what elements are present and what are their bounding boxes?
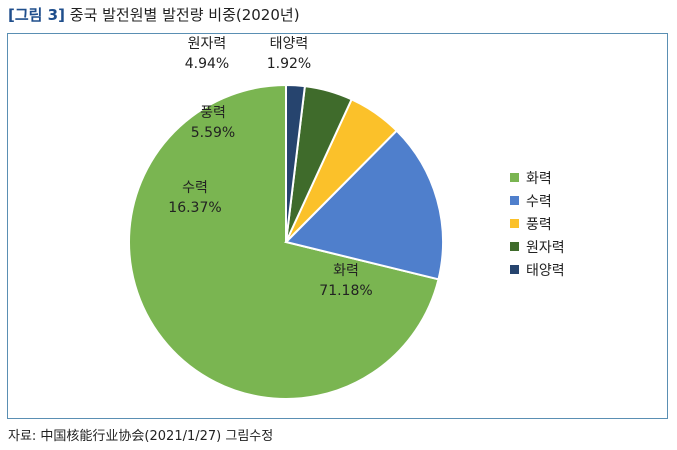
- slice-name-label-5: 태양력: [270, 36, 309, 52]
- slice-value-label-1: 71.18%: [319, 283, 372, 299]
- pie-slice-1: [128, 83, 440, 400]
- slice-name-label-1: 화력: [333, 263, 359, 279]
- source-note: 자료: 中国核能行业协会(2021/1/27) 그림수정: [8, 429, 274, 444]
- figure-title: [그림 3] 중국 발전원별 발전량 비중(2020년): [8, 4, 300, 26]
- slice-name-label-2: 수력: [182, 180, 208, 196]
- legend-swatch-1: [510, 173, 519, 182]
- figure-tag: [그림 3]: [8, 6, 65, 24]
- legend-swatch-2: [510, 196, 519, 205]
- slice-value-label-2: 16.37%: [168, 200, 221, 216]
- legend-label-4: 원자력: [526, 240, 565, 256]
- legend-label-1: 화력: [526, 171, 552, 187]
- legend-label-5: 태양력: [526, 263, 565, 279]
- legend-swatch-3: [510, 219, 519, 228]
- legend-swatch-4: [510, 242, 519, 251]
- slice-value-label-3: 5.59%: [191, 125, 235, 141]
- legend-label-3: 풍력: [526, 217, 552, 233]
- slice-value-label-5: 1.92%: [267, 56, 311, 72]
- legend-label-2: 수력: [526, 194, 552, 210]
- slice-name-label-3: 풍력: [200, 105, 226, 121]
- pie-slice-2: [284, 129, 444, 281]
- legend-swatch-5: [510, 265, 519, 274]
- pie-slice-5: [285, 83, 307, 243]
- slice-value-label-4: 4.94%: [185, 56, 229, 72]
- slice-name-label-4: 원자력: [188, 36, 227, 52]
- figure-title-text: 중국 발전원별 발전량 비중(2020년): [69, 6, 300, 24]
